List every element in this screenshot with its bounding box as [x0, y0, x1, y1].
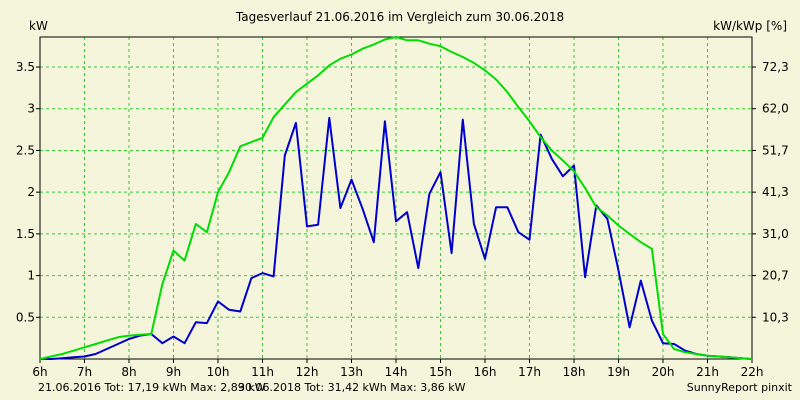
footer-series2-summary: 30.06.2018 Tot: 31,42 kWh Max: 3,86 kW	[238, 381, 466, 394]
series-line-1	[40, 116, 753, 360]
y-tick-label-right: 31,0	[762, 227, 789, 241]
y-tick-label-left: 3.5	[16, 60, 35, 74]
series-layer	[39, 36, 753, 360]
y-tick-label-right: 72,3	[762, 60, 789, 74]
y-tick-label-left: 1.5	[16, 227, 35, 241]
y-tick-label-left: 0.5	[16, 310, 35, 324]
footer-credit: SunnyReport pinxit	[687, 381, 793, 394]
series-line-2	[39, 36, 753, 360]
grid	[40, 37, 752, 359]
y-axis-label-left: kW	[29, 19, 48, 33]
x-tick-label: 10h	[207, 365, 230, 379]
y-tick-label-left: 3	[27, 102, 35, 116]
x-tick-label: 6h	[32, 365, 47, 379]
x-tick-label: 18h	[563, 365, 586, 379]
y-tick-label-left: 2	[27, 185, 35, 199]
y-tick-label-right: 41,3	[762, 185, 789, 199]
labels: Tagesverlauf 21.06.2016 im Vergleich zum…	[16, 10, 793, 394]
y-axis-label-right: kW/kWp [%]	[713, 19, 787, 33]
y-tick-label-left: 1	[27, 269, 35, 283]
y-tick-label-right: 10,3	[762, 310, 789, 324]
x-tick-label: 22h	[741, 365, 764, 379]
y-tick-label-right: 51,7	[762, 143, 789, 157]
x-tick-label: 7h	[77, 365, 92, 379]
y-tick-label-left: 2.5	[16, 143, 35, 157]
x-tick-label: 9h	[166, 365, 181, 379]
x-tick-label: 11h	[251, 365, 274, 379]
x-tick-label: 16h	[474, 365, 497, 379]
x-tick-label: 13h	[340, 365, 363, 379]
x-tick-label: 8h	[121, 365, 136, 379]
x-tick-label: 21h	[696, 365, 719, 379]
x-tick-label: 20h	[652, 365, 675, 379]
chart-title: Tagesverlauf 21.06.2016 im Vergleich zum…	[235, 10, 564, 24]
axes	[36, 36, 756, 363]
x-tick-label: 19h	[607, 365, 630, 379]
x-tick-label: 17h	[518, 365, 541, 379]
y-tick-label-right: 20,7	[762, 269, 789, 283]
footer-series1-summary: 21.06.2016 Tot: 17,19 kWh Max: 2,89 kW	[38, 381, 266, 394]
x-tick-label: 15h	[429, 365, 452, 379]
x-tick-label: 12h	[296, 365, 319, 379]
y-tick-label-right: 62,0	[762, 102, 789, 116]
x-tick-label: 14h	[385, 365, 408, 379]
